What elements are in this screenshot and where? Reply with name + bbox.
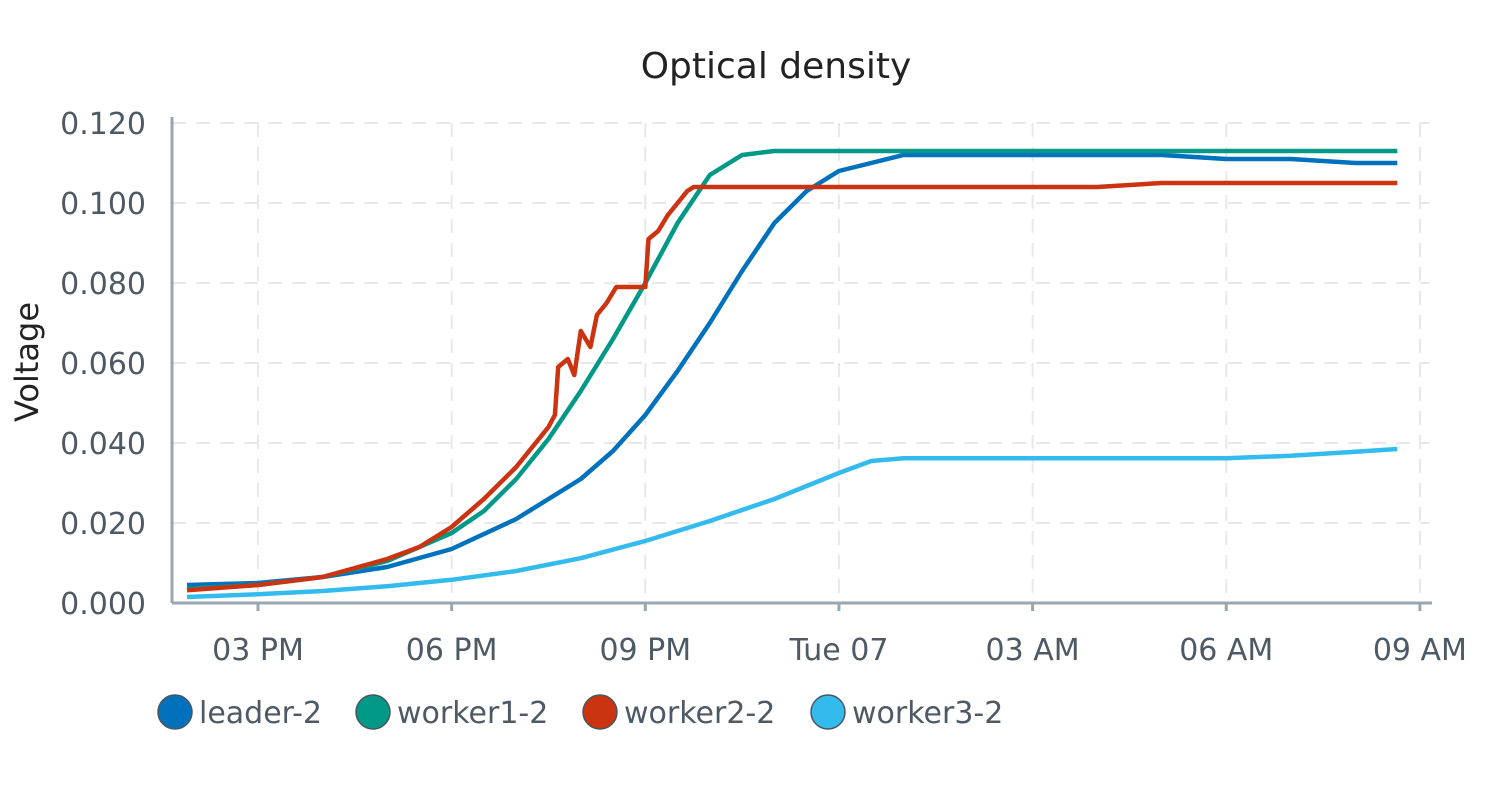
series-line-worker3-2 [186, 446, 1398, 600]
legend-marker-icon [810, 694, 846, 730]
legend-label: worker3-2 [852, 696, 1003, 731]
legend-item-worker3-2[interactable]: worker3-2 [810, 694, 1003, 731]
y-axis-label: Voltage [8, 302, 46, 422]
legend-marker-icon [157, 694, 193, 730]
y-tick-label: 0.000 [60, 587, 146, 622]
series-lines [186, 148, 1398, 600]
x-tick-label: 09 PM [599, 633, 691, 668]
y-tick-label: 0.080 [60, 267, 146, 302]
y-tick-label: 0.020 [60, 507, 146, 542]
tick-labels: 0.000 0.020 0.040 0.060 0.080 0.100 0.120 03 PM… [60, 107, 1467, 668]
series-line-leader-2 [186, 152, 1398, 588]
x-tick-label: 06 PM [406, 633, 498, 668]
legend: leader-2 worker1-2 worker2-2 worker3-2 [157, 694, 1003, 731]
x-tick-label: Tue 07 [788, 633, 888, 668]
grid [172, 122, 1430, 603]
y-tick-label: 0.120 [60, 107, 146, 142]
legend-item-worker2-2[interactable]: worker2-2 [582, 694, 775, 731]
y-tick-label: 0.040 [60, 427, 146, 462]
x-tick-label: 03 AM [986, 633, 1080, 668]
y-tick-label: 0.060 [60, 347, 146, 382]
y-tick-label: 0.100 [60, 187, 146, 222]
legend-label: worker1-2 [397, 696, 548, 731]
x-tick-label: 06 AM [1179, 633, 1273, 668]
series-line-worker2-2 [186, 180, 1398, 593]
x-tick-label: 03 PM [212, 633, 304, 668]
legend-marker-icon [582, 694, 618, 730]
x-tick-label: 09 AM [1373, 633, 1467, 668]
axes [170, 117, 1432, 611]
legend-item-leader-2[interactable]: leader-2 [157, 694, 322, 731]
legend-marker-icon [355, 694, 391, 730]
legend-label: leader-2 [199, 696, 322, 731]
chart-title: Optical density [641, 46, 912, 87]
legend-label: worker2-2 [624, 696, 775, 731]
legend-item-worker1-2[interactable]: worker1-2 [355, 694, 548, 731]
series-line-worker1-2 [186, 148, 1398, 592]
